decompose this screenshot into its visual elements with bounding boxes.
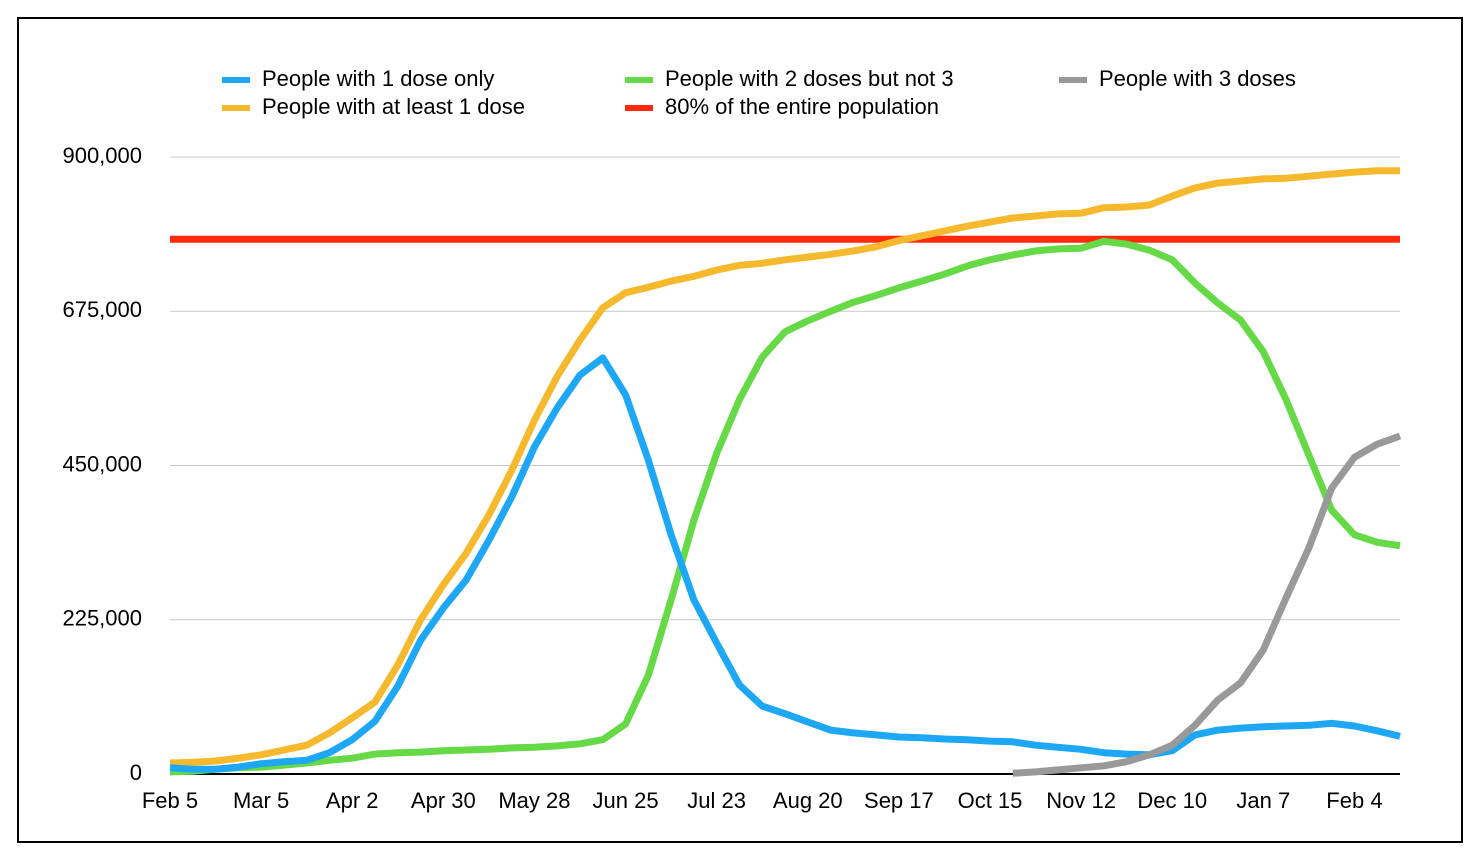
y-tick-label: 225,000	[62, 606, 142, 631]
legend-label: 80% of the entire population	[665, 94, 939, 119]
chart-frame	[17, 17, 1463, 843]
legend-label: People with at least 1 dose	[262, 94, 525, 119]
x-tick-label: Aug 20	[773, 788, 843, 813]
x-tick-label: Jan 7	[1236, 788, 1290, 813]
y-tick-label: 675,000	[62, 297, 142, 322]
x-tick-label: Apr 30	[411, 788, 476, 813]
x-tick-label: Oct 15	[958, 788, 1023, 813]
x-tick-label: Jul 23	[687, 788, 746, 813]
x-tick-label: May 28	[498, 788, 570, 813]
x-tick-label: Sep 17	[864, 788, 934, 813]
line-series	[169, 167, 1400, 767]
x-tick-label: Feb 5	[142, 788, 198, 813]
x-tick-label: Mar 5	[233, 788, 289, 813]
line-series	[1012, 432, 1402, 777]
legend-label: People with 1 dose only	[262, 66, 494, 91]
y-tick-label: 450,000	[62, 451, 142, 476]
line-series	[169, 237, 1401, 776]
x-tick-label: Jun 25	[593, 788, 659, 813]
y-tick-label: 0	[130, 760, 142, 785]
legend-label: People with 3 doses	[1099, 66, 1296, 91]
x-tick-label: Apr 2	[326, 788, 379, 813]
x-tick-label: Nov 12	[1046, 788, 1116, 813]
x-tick-label: Feb 4	[1326, 788, 1382, 813]
y-tick-label: 900,000	[62, 143, 142, 168]
legend-label: People with 2 doses but not 3	[665, 66, 954, 91]
line-series	[169, 354, 1401, 773]
x-tick-label: Dec 10	[1137, 788, 1207, 813]
